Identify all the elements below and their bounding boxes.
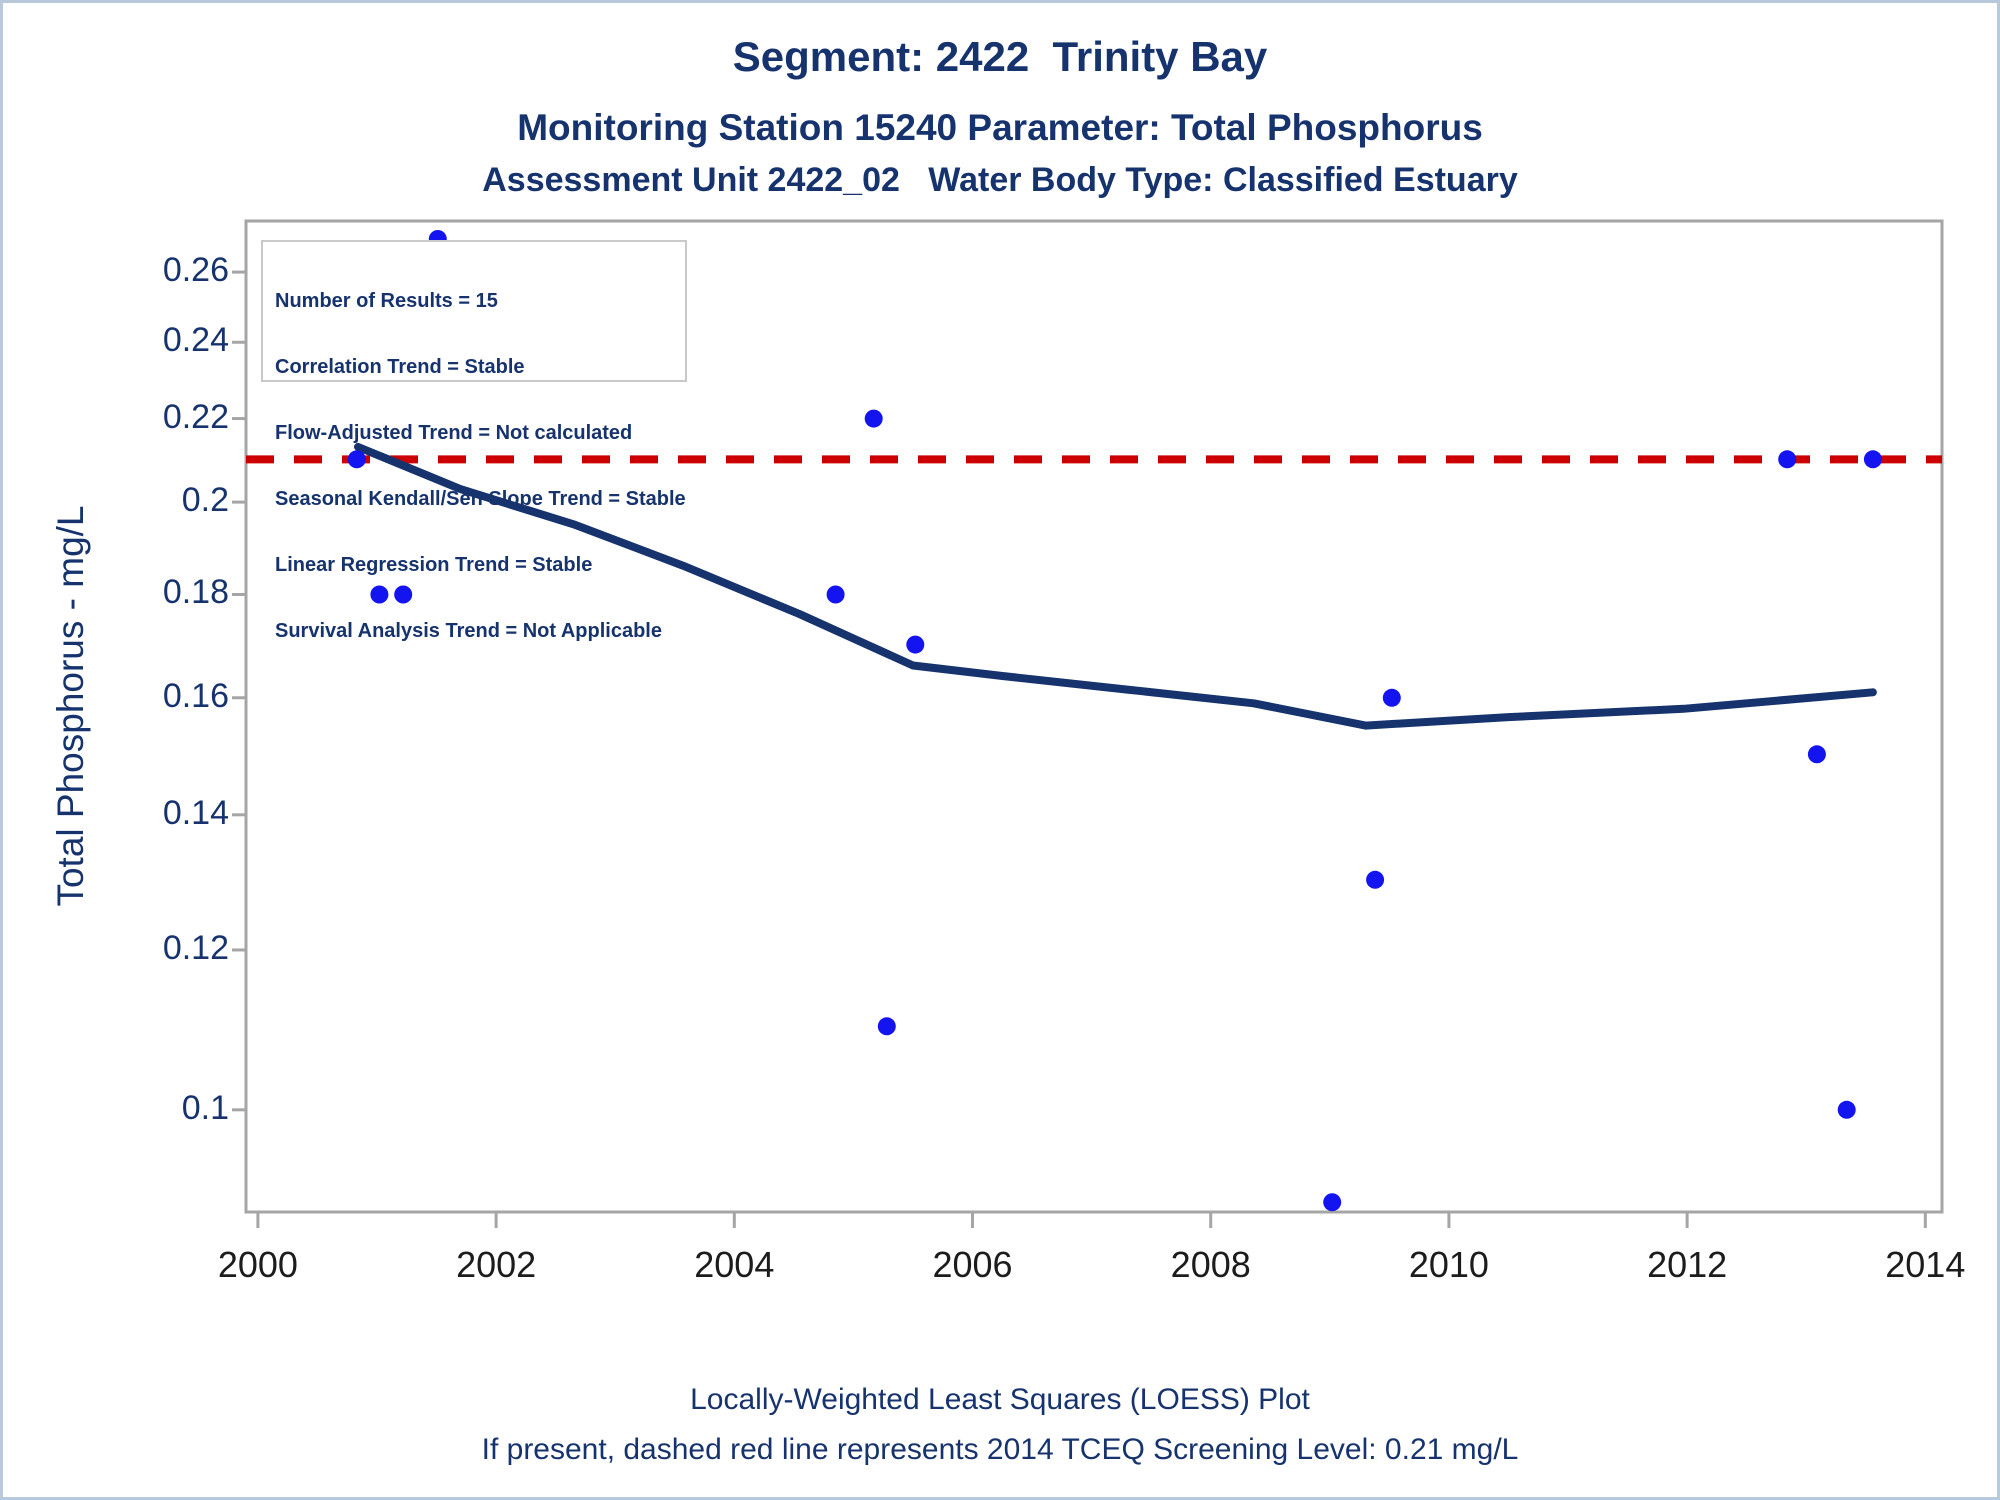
y-tick-label: 0.2 — [181, 481, 229, 520]
y-tick-label: 0.26 — [162, 251, 229, 290]
x-tick-label: 2000 — [217, 1244, 298, 1285]
x-tick-label: 2008 — [1170, 1244, 1251, 1285]
chart-title-line3: Assessment Unit 2422_02 Water Body Type:… — [482, 161, 1518, 199]
x-tick-label: 2004 — [694, 1244, 775, 1285]
plot-frame — [244, 219, 1944, 1214]
y-tick-label: 0.1 — [181, 1088, 229, 1127]
data-point — [864, 409, 883, 428]
data-point — [370, 585, 389, 604]
trend-stats-box: Number of Results = 15 Correlation Trend… — [261, 240, 687, 642]
x-tick-label: 2002 — [456, 1244, 537, 1285]
y-tick-label: 0.16 — [162, 676, 229, 715]
stats-line-seasonal-kendall: Seasonal Kendall/Sen Slope Trend = Stabl… — [275, 488, 686, 510]
data-point — [1807, 745, 1826, 764]
data-point — [1323, 1193, 1342, 1212]
y-tick-label: 0.18 — [162, 573, 229, 612]
y-tick-label: 0.14 — [162, 793, 229, 832]
data-point — [826, 585, 845, 604]
footer-note-loess: Locally-Weighted Least Squares (LOESS) P… — [690, 1383, 1310, 1416]
stats-line-correlation: Correlation Trend = Stable — [275, 356, 525, 378]
data-point — [877, 1017, 896, 1036]
footer-note-screening-level: If present, dashed red line represents 2… — [481, 1433, 1519, 1466]
data-point — [1837, 1100, 1856, 1119]
data-point — [906, 635, 925, 654]
x-tick-label: 2012 — [1647, 1244, 1728, 1285]
data-point — [1863, 450, 1882, 469]
stats-line-results: Number of Results = 15 — [275, 290, 498, 312]
data-point — [347, 450, 366, 469]
stats-line-survival-analysis: Survival Analysis Trend = Not Applicable — [275, 620, 662, 642]
stats-line-linear-regression: Linear Regression Trend = Stable — [275, 554, 593, 576]
x-tick-label: 2010 — [1408, 1244, 1489, 1285]
chart-title-line1: Segment: 2422 Trinity Bay — [732, 33, 1268, 80]
scatter-plot — [232, 219, 1944, 1228]
stats-line-flow-adjusted: Flow-Adjusted Trend = Not calculated — [275, 422, 633, 444]
y-tick-label: 0.24 — [162, 321, 229, 360]
data-point — [394, 585, 413, 604]
data-point — [1778, 450, 1797, 469]
x-tick-label: 2014 — [1885, 1244, 1966, 1285]
data-point — [1382, 688, 1401, 707]
y-tick-label: 0.22 — [162, 397, 229, 436]
y-tick-label: 0.12 — [162, 928, 229, 967]
x-tick-label: 2006 — [932, 1244, 1013, 1285]
loess-line — [354, 442, 1877, 730]
chart-title-line2: Monitoring Station 15240 Parameter: Tota… — [517, 107, 1483, 148]
data-point — [1366, 870, 1385, 889]
